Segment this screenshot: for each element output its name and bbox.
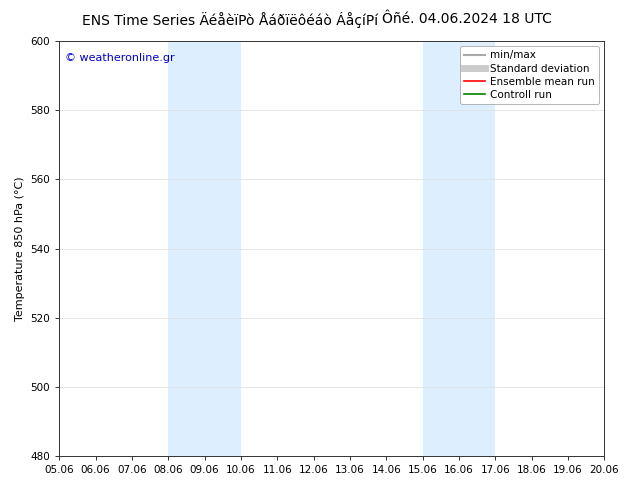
Text: Ôñé. 04.06.2024 18 UTC: Ôñé. 04.06.2024 18 UTC bbox=[382, 12, 552, 26]
Legend: min/max, Standard deviation, Ensemble mean run, Controll run: min/max, Standard deviation, Ensemble me… bbox=[460, 46, 599, 104]
Text: ENS Time Series ÄéåèïPò Åáðïëôéáò ÁåçíPí: ENS Time Series ÄéåèïPò Åáðïëôéáò ÁåçíPí bbox=[82, 12, 378, 28]
Y-axis label: Temperature 850 hPa (°C): Temperature 850 hPa (°C) bbox=[15, 176, 25, 321]
Bar bbox=[168, 41, 241, 456]
Bar bbox=[423, 41, 495, 456]
Text: © weatheronline.gr: © weatheronline.gr bbox=[65, 53, 174, 64]
